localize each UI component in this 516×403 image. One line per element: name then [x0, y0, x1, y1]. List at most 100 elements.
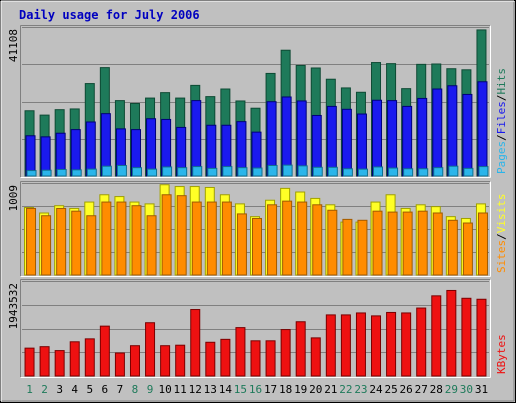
pages-bar — [463, 167, 474, 177]
sites-bar — [312, 204, 323, 276]
sites-bar — [267, 204, 278, 276]
files-bar — [326, 105, 337, 177]
sites-bar — [402, 211, 413, 276]
kbytes-bar — [145, 322, 156, 377]
y-title-part: Hits — [495, 68, 508, 95]
pages-bar — [116, 164, 127, 177]
sites-bar — [221, 201, 232, 276]
x-tick-label: 28 — [430, 383, 443, 396]
files-bar — [432, 88, 443, 177]
chart-title: Daily usage for July 2006 — [19, 8, 200, 22]
kbytes-bar — [39, 346, 50, 377]
pages-bar — [252, 167, 263, 177]
pages-bar — [26, 170, 37, 177]
kbytes-bar — [250, 340, 261, 377]
x-tick-label: 30 — [460, 383, 473, 396]
x-tick-label: 3 — [56, 383, 63, 396]
kbytes-bar — [190, 309, 201, 377]
pages-bar — [56, 168, 67, 177]
pages-bar — [388, 167, 399, 177]
sites-bar — [41, 215, 52, 276]
files-bar — [402, 105, 413, 177]
pages-bar — [327, 166, 338, 177]
pages-bar — [177, 167, 188, 177]
pages-bar — [162, 166, 173, 177]
pages-bar — [192, 166, 203, 177]
pages-bar — [207, 167, 218, 177]
files-bar — [266, 101, 277, 177]
kbytes-bar — [235, 327, 246, 377]
kbytes-bar — [340, 314, 351, 377]
files-bar — [477, 81, 488, 177]
pages-bar — [403, 168, 414, 177]
y-title-part: Sites — [495, 240, 508, 273]
pages-bar — [433, 167, 444, 177]
y-title-part: / — [495, 233, 508, 240]
pages-bar — [147, 168, 158, 177]
pages-bar — [86, 168, 97, 177]
x-tick-label: 25 — [384, 383, 397, 396]
sites-bar — [462, 222, 473, 276]
sites-bar — [236, 213, 247, 276]
y-max-label-sites-visits: 1009 — [7, 185, 20, 212]
sites-bar — [417, 210, 428, 276]
x-tick-label: 15 — [234, 383, 247, 396]
files-bar — [85, 121, 96, 177]
kbytes-bar — [69, 341, 80, 377]
files-bar — [417, 97, 428, 177]
sites-bar — [131, 205, 142, 276]
sites-bar — [176, 195, 187, 276]
x-tick-label: 10 — [158, 383, 171, 396]
sites-bar — [86, 215, 97, 276]
kbytes-bar — [310, 337, 321, 377]
kbytes-bar — [355, 312, 366, 377]
sites-bar — [116, 201, 127, 276]
x-tick-label: 21 — [324, 383, 337, 396]
files-bar — [447, 85, 458, 177]
sites-bar — [191, 201, 202, 276]
pages-bar — [418, 168, 429, 177]
files-bar — [356, 113, 367, 177]
kbytes-bar — [476, 298, 487, 377]
x-tick-label: 22 — [339, 383, 352, 396]
kbytes-bar — [84, 338, 95, 377]
y-title-part: / — [495, 134, 508, 141]
pages-bar — [342, 168, 353, 177]
sites-bar — [206, 201, 217, 276]
x-tick-label: 8 — [132, 383, 139, 396]
kbytes-bar — [160, 345, 171, 377]
x-tick-label: 26 — [400, 383, 413, 396]
sites-bar — [161, 194, 172, 276]
kbytes-bar — [129, 345, 140, 377]
pages-bar — [448, 165, 459, 177]
sites-bar — [252, 217, 262, 276]
x-tick-label: 4 — [71, 383, 78, 396]
kbytes-bar — [386, 311, 397, 377]
kbytes-bar — [265, 340, 276, 377]
kbytes-bar — [295, 321, 306, 377]
x-tick-label: 19 — [294, 383, 307, 396]
kbytes-bar — [175, 344, 186, 377]
sites-bar — [387, 211, 398, 276]
kbytes-bar — [280, 329, 291, 377]
bars — [24, 29, 489, 377]
sites-bar — [282, 200, 293, 276]
kbytes-bar — [24, 347, 35, 377]
x-tick-label: 29 — [445, 383, 458, 396]
sites-bar — [56, 207, 67, 276]
x-tick-label: 23 — [354, 383, 367, 396]
sites-bar — [327, 209, 338, 276]
files-bar — [372, 99, 383, 177]
files-bar — [191, 100, 202, 177]
files-bar — [70, 129, 81, 177]
x-tick-label: 1 — [26, 383, 33, 396]
sites-bar — [357, 219, 368, 276]
kbytes-bar — [205, 341, 216, 377]
pages-bar — [297, 165, 308, 177]
files-bar — [341, 108, 352, 177]
kbytes-bar — [371, 315, 382, 377]
kbytes-bar — [446, 289, 457, 377]
x-tick-label: 14 — [219, 383, 233, 396]
y-title-hits-files-pages: Pages/Files/Hits — [495, 68, 508, 174]
x-tick-label: 7 — [117, 383, 124, 396]
